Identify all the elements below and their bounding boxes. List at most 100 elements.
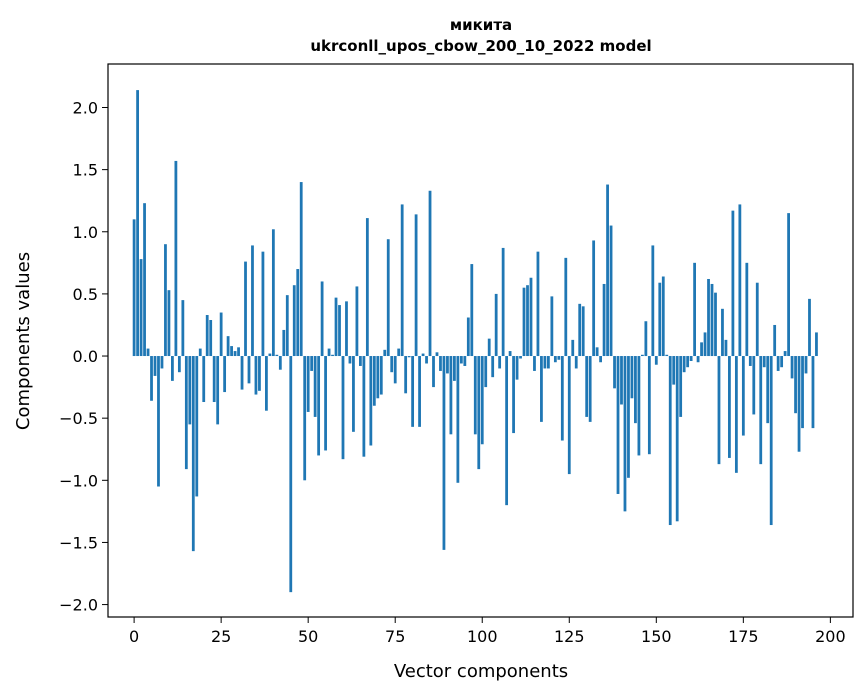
bar-142 <box>627 356 630 478</box>
bar-129 <box>581 306 585 357</box>
bar-30 <box>237 347 240 357</box>
bar-196 <box>815 332 818 357</box>
bar-63 <box>352 356 355 432</box>
bar-31 <box>240 356 244 390</box>
bar-97 <box>470 264 474 357</box>
bar-130 <box>585 356 589 417</box>
bar-34 <box>251 245 254 357</box>
bar-160 <box>689 356 693 361</box>
bar-120 <box>550 296 554 357</box>
bar-64 <box>355 286 359 357</box>
bar-17 <box>191 356 195 552</box>
y-axis-ticks: −2.0 −1.5 −1.0 −0.5 0.0 0.5 1.0 1.5 2.0 <box>59 98 108 615</box>
bar-43 <box>282 329 286 357</box>
bar-57 <box>331 354 334 357</box>
bar-58 <box>334 297 338 357</box>
bar-193 <box>804 356 808 374</box>
bar-104 <box>494 293 498 357</box>
bar-20 <box>202 356 206 403</box>
chart-subtitle: ukrconll_upos_cbow_200_10_2022 model <box>310 37 651 55</box>
bar-102 <box>487 338 491 357</box>
bar-119 <box>546 356 550 369</box>
bar-60 <box>341 356 345 460</box>
bar-10 <box>167 290 171 357</box>
bar-82 <box>418 356 421 427</box>
bar-29 <box>233 351 237 357</box>
bar-14 <box>181 300 185 357</box>
bar-125 <box>567 356 571 475</box>
bar-76 <box>397 348 401 357</box>
bar-150 <box>654 356 658 365</box>
bar-181 <box>762 356 766 368</box>
bar-173 <box>734 356 738 473</box>
bar-192 <box>801 356 804 429</box>
bar-19 <box>198 348 202 357</box>
y-tick-label: 0.0 <box>73 347 98 366</box>
bar-108 <box>508 351 512 357</box>
bar-117 <box>540 356 543 422</box>
bar-149 <box>651 245 655 357</box>
bar-114 <box>529 277 533 357</box>
bar-135 <box>602 283 606 357</box>
bar-8 <box>160 356 164 369</box>
bar-100 <box>480 356 484 445</box>
x-tick-label: 200 <box>815 627 846 646</box>
bar-6 <box>153 356 157 376</box>
bar-123 <box>560 356 564 441</box>
x-tick-label: 0 <box>129 627 139 646</box>
bar-12 <box>174 160 178 357</box>
bar-159 <box>686 356 690 368</box>
bar-86 <box>432 356 435 388</box>
bar-81 <box>414 214 418 357</box>
bar-162 <box>696 356 700 363</box>
x-tick-label: 100 <box>467 627 498 646</box>
bar-7 <box>157 356 160 487</box>
bar-65 <box>359 356 362 366</box>
bar-series <box>132 90 818 593</box>
bar-113 <box>526 285 529 357</box>
x-tick-label: 150 <box>641 627 672 646</box>
bar-41 <box>275 354 279 357</box>
bar-141 <box>623 356 627 512</box>
bar-167 <box>714 292 717 357</box>
bar-184 <box>773 324 777 357</box>
bar-25 <box>219 312 223 357</box>
bar-68 <box>369 356 373 446</box>
bar-93 <box>456 356 460 483</box>
y-tick-label: −1.5 <box>59 533 98 552</box>
bar-70 <box>376 356 380 399</box>
bar-95 <box>463 356 467 366</box>
bar-116 <box>536 251 540 357</box>
bar-115 <box>533 356 536 371</box>
bar-136 <box>606 184 609 357</box>
chart-title: микита <box>450 16 512 34</box>
bar-189 <box>790 356 794 379</box>
bar-185 <box>776 356 780 371</box>
x-tick-label: 50 <box>298 627 318 646</box>
bar-145 <box>637 356 641 456</box>
bar-44 <box>285 295 289 357</box>
bar-103 <box>491 356 495 378</box>
bar-84 <box>425 356 428 364</box>
bar-124 <box>564 257 568 357</box>
bar-91 <box>449 356 453 435</box>
bar-182 <box>766 356 770 424</box>
bar-176 <box>745 262 749 357</box>
bar-61 <box>345 301 348 357</box>
bar-47 <box>296 269 300 357</box>
bar-165 <box>707 278 710 357</box>
bar-168 <box>717 356 721 465</box>
bar-53 <box>317 356 321 456</box>
y-tick-label: 0.5 <box>73 285 98 304</box>
bar-94 <box>459 356 463 364</box>
bar-96 <box>466 317 470 357</box>
bar-54 <box>320 281 324 357</box>
bar-190 <box>794 356 797 414</box>
y-tick-label: −2.0 <box>59 596 98 615</box>
bar-194 <box>808 298 811 357</box>
bar-37 <box>261 251 265 357</box>
bar-156 <box>675 356 679 522</box>
bar-67 <box>365 218 369 357</box>
bar-38 <box>265 356 268 411</box>
bar-127 <box>574 356 578 369</box>
